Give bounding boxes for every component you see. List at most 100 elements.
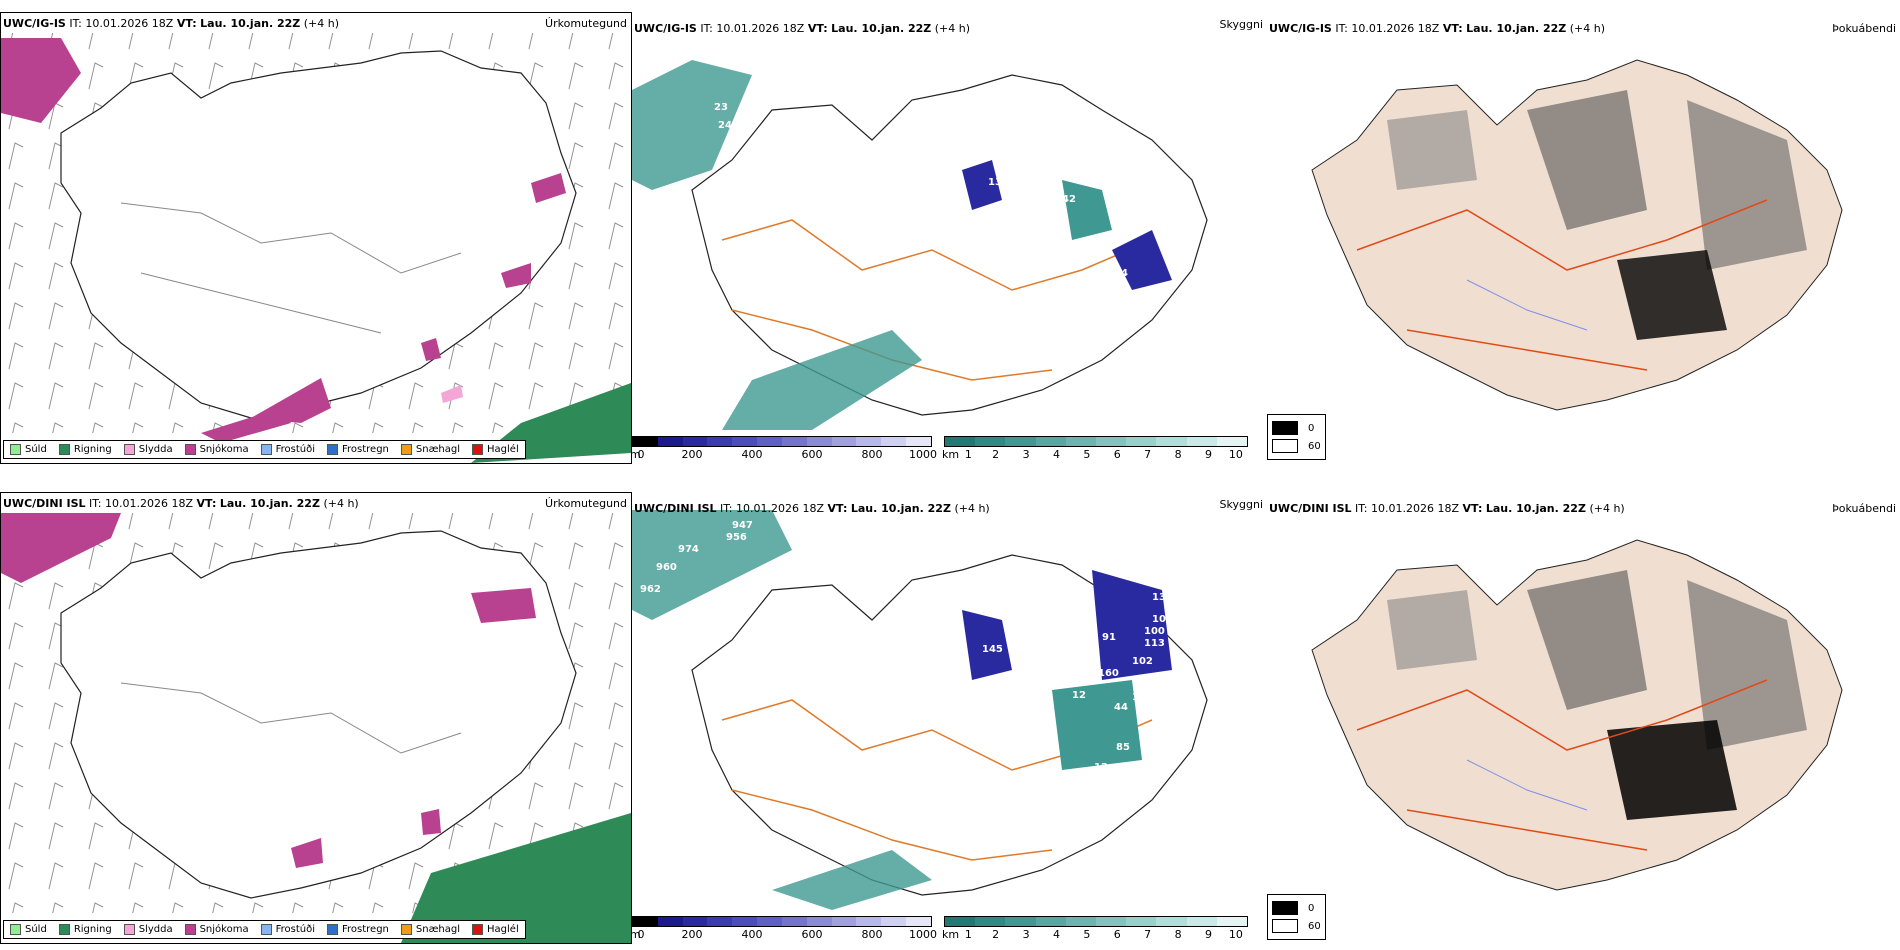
colorbar-segment [856,917,882,926]
it-label: IT: [720,502,733,515]
colorbar-segment [757,917,782,926]
legend-label: Frostúði [275,444,315,455]
legend-label: Frostregn [342,444,389,455]
swatch [260,444,272,455]
legend-item: Slydda [123,444,173,455]
legend-item: Frostúði [260,924,315,935]
legend-label: Slydda [138,444,173,455]
legend-label: Rigning [73,444,112,455]
swatch [10,444,21,455]
legend-item: Rigning [58,924,112,935]
model-name: UWC/DINI ISL [1269,502,1352,515]
panel-header-row2: UWC/DINI ISL IT: 10.01.2026 18Z VT: Lau.… [3,497,359,510]
colorbar-segment [806,437,832,446]
precip-legend-row2: Súld Rigning Slydda Snjókoma Frostúði Fr… [3,920,526,939]
cloudbase-colorbar [632,436,932,447]
legend-label: Rigning [73,924,112,935]
legend-label: Snjókoma [199,924,249,935]
colorbar-segment [682,437,708,446]
swatch [327,444,338,455]
swatch [58,924,70,935]
legend-label: Snæhagl [415,924,461,935]
colorbar-segment [1005,437,1036,446]
precip-type-panel-row2: UWC/DINI ISL IT: 10.01.2026 18Z VT: Lau.… [0,492,632,944]
colorbar-segment [1096,917,1127,926]
colorbar-segment [1216,917,1248,926]
scale-unit: km [942,448,960,461]
vt-label: VT: [196,497,217,510]
tick-label: 800 [861,448,883,461]
legend-label: Súld [25,924,47,935]
legend-item: Rigning [58,444,112,455]
legend-item: Súld [10,444,47,455]
colorbar-segment [906,437,931,446]
colorbar-segment [1156,437,1187,446]
tick-label: 2 [992,928,1000,941]
visibility-title: Skyggni [1219,498,1263,511]
swatch [400,924,412,935]
visibility-title: Skyggni [1219,18,1263,31]
fog-scale-item: 0 [1272,419,1321,437]
model-name: UWC/IG-IS [1269,22,1332,35]
colorbar-segment [1035,917,1066,926]
legend-item: Snjókoma [184,924,249,935]
vt-label: VT: [807,22,828,35]
iceland-outline [691,74,1208,416]
tick-label: 0 [637,448,645,461]
iceland-outline [691,554,1208,896]
tick-label: 600 [801,448,823,461]
vt-label: VT: [176,17,197,30]
it-value: 10.01.2026 18Z [85,17,174,30]
colorbar-segment [781,437,807,446]
tick-label: 0 [637,928,645,941]
it-value: 10.01.2026 18Z [105,497,194,510]
colorbar-segment [881,437,907,446]
swatch [10,924,21,935]
cloudbase-colorbar [632,916,932,927]
fog-title: Þokuábendi [1832,22,1896,35]
tick-label: 6 [1113,928,1121,941]
colorbar-segment [906,917,931,926]
colorbar-segment [881,917,907,926]
visibility-map-row2 [632,510,1208,910]
vt-value: Lau. 10.jan. 22Z [200,17,301,30]
visibility-colorbar [944,436,1248,447]
tick-label: 3 [1022,448,1030,461]
fog-scale-row2: 0 60 [1267,894,1326,940]
tick-label: 9 [1204,448,1212,461]
swatch [123,924,135,935]
it-label: IT: [69,17,82,30]
colorbar-segment [1126,917,1157,926]
lead-time: (+4 h) [1589,502,1625,515]
visibility-map-row1 [632,60,1208,430]
fog-title: Þokuábendi [1832,502,1896,515]
tick-label: 800 [861,928,883,941]
legend-item: Snjókoma [184,444,249,455]
colorbar-segment [831,917,857,926]
precip-type-map-row2 [1,513,631,943]
fog-map-row2 [1311,539,1843,891]
it-label: IT: [700,22,713,35]
colorbar-segment [1065,437,1097,446]
panel-header-row2-vis: UWC/DINI ISL IT: 10.01.2026 18Z VT: Lau.… [634,502,990,515]
vt-value: Lau. 10.jan. 22Z [219,497,320,510]
fog-scale-row1: 0 60 [1267,414,1326,460]
model-name: UWC/IG-IS [3,17,66,30]
legend-item: Slydda [123,924,173,935]
colorbar-segment [682,917,708,926]
fog-scale-item: 60 [1272,437,1321,455]
visibility-ticks: 1 2 3 4 5 6 7 8 9 10 [944,448,1248,462]
legend-label: Frostúði [275,924,315,935]
swatch [472,444,484,455]
legend-label: 0 [1308,902,1315,914]
panel-header-row1: UWC/IG-IS IT: 10.01.2026 18Z VT: Lau. 10… [3,17,339,30]
legend-label: Slydda [138,924,173,935]
vt-value: Lau. 10.jan. 22Z [831,22,932,35]
precip-type-panel-row1: UWC/IG-IS IT: 10.01.2026 18Z VT: Lau. 10… [0,12,632,464]
it-label: IT: [1355,502,1368,515]
colorbar-segment [633,437,658,446]
tick-label: 3 [1022,928,1030,941]
tick-label: 5 [1083,448,1091,461]
visibility-scale-row1: km 1 2 3 4 5 6 7 8 9 10 [942,436,1248,461]
scale-unit: km [942,928,960,941]
